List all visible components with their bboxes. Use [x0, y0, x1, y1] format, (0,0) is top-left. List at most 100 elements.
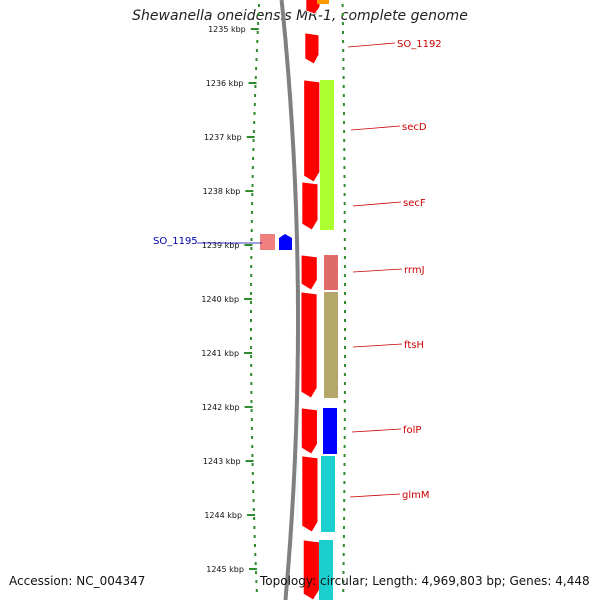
gene-label[interactable]: SO_1192 [397, 39, 442, 50]
gene-bar[interactable] [323, 408, 337, 454]
tick-mark [250, 28, 259, 30]
gene-label[interactable]: ftsH [404, 340, 424, 351]
tick-ruler-dot [250, 400, 253, 403]
gene-bar[interactable] [324, 292, 338, 398]
gene-arrow[interactable] [304, 32, 320, 65]
tick-ruler-dot [344, 283, 346, 286]
tick-ruler-dot [343, 220, 346, 223]
tick-label: 1240 kbp [201, 295, 239, 304]
tick-ruler-dot [343, 202, 346, 205]
map-title: Shewanella oneidensis MR-1, complete gen… [132, 8, 468, 24]
gene-arrow[interactable] [301, 181, 319, 231]
tick-ruler-dot [255, 571, 257, 574]
gene-label[interactable]: secD [402, 122, 427, 133]
tick-ruler-dot [252, 508, 255, 511]
tick-ruler-dot [342, 94, 345, 97]
tick-ruler-dot [342, 31, 344, 34]
tick-ruler-dot [343, 238, 346, 241]
tick-label: 1238 kbp [203, 187, 241, 196]
tick-ruler-dot [343, 229, 346, 232]
tick-ruler-dot [250, 427, 253, 430]
leader-line [352, 343, 403, 348]
tick-ruler-dot [250, 292, 253, 295]
tick-ruler-dot [343, 175, 346, 178]
gene-arrow[interactable] [302, 539, 320, 600]
tick-label: 1242 kbp [202, 403, 240, 412]
tick-ruler-dot [257, 13, 260, 16]
tick-ruler-dot [344, 364, 346, 367]
tick-ruler-dot [343, 211, 346, 214]
tick-mark [247, 514, 256, 516]
tick-ruler-dot [343, 265, 346, 268]
tick-ruler-dot [344, 355, 346, 358]
tick-ruler-dot [343, 463, 346, 466]
tick-label: 1241 kbp [201, 349, 239, 358]
tick-ruler-dot [343, 373, 346, 376]
tick-ruler-dot [343, 499, 346, 502]
tick-ruler-dot [254, 85, 257, 88]
gene-bar[interactable] [320, 80, 334, 230]
tick-ruler-dot [253, 103, 256, 106]
tick-ruler-dot [343, 481, 346, 484]
tick-mark [248, 568, 257, 570]
tick-ruler-dot [343, 112, 345, 115]
tick-ruler-dot [252, 157, 255, 160]
tick-label: 1244 kbp [204, 511, 242, 520]
gene-bar[interactable] [324, 255, 338, 290]
tick-mark [244, 352, 253, 354]
tick-ruler-dot [250, 238, 253, 241]
gene-label[interactable]: rrmJ [404, 265, 425, 276]
gene-arrow[interactable] [305, 0, 321, 15]
tick-ruler-dot [250, 310, 252, 313]
gene-arrow[interactable] [303, 79, 321, 183]
tick-ruler-dot [343, 517, 346, 520]
gene-arrow[interactable] [300, 407, 318, 455]
tick-label: 1239 kbp [202, 241, 240, 250]
leader-line [350, 125, 401, 131]
leader-line [347, 42, 396, 48]
gene-label[interactable]: secF [403, 198, 426, 209]
tick-ruler-dot [343, 454, 346, 457]
tick-ruler-dot [251, 202, 254, 205]
tick-ruler-dot [343, 166, 346, 169]
gene-bar[interactable] [260, 234, 275, 250]
tick-ruler-dot [251, 436, 254, 439]
tick-ruler-dot [250, 418, 253, 421]
gene-arrow[interactable] [300, 291, 318, 399]
gene-arrow[interactable] [279, 234, 292, 250]
tick-ruler-dot [342, 40, 345, 43]
tick-ruler-dot [342, 76, 345, 79]
gene-bar[interactable] [319, 540, 333, 600]
tick-ruler-dot [251, 184, 254, 187]
tick-ruler-dot [255, 67, 258, 70]
gene-arrow[interactable] [301, 455, 319, 533]
tick-ruler-dot [252, 130, 255, 133]
leader-line [352, 268, 403, 273]
tick-ruler-dot [343, 247, 346, 250]
tick-ruler-dot [342, 58, 345, 61]
tick-ruler-dot [255, 589, 258, 592]
tick-ruler-dot [253, 517, 256, 520]
tick-ruler-dot [343, 121, 345, 124]
gene-label[interactable]: glmM [402, 490, 430, 501]
gene-arrow[interactable] [300, 254, 318, 291]
tick-ruler-dot [341, 4, 344, 7]
gene-bar[interactable] [317, 0, 329, 4]
leader-line [352, 201, 402, 207]
tick-ruler-dot [342, 535, 345, 538]
tick-ruler-dot [343, 391, 346, 394]
tick-ruler-dot [343, 409, 346, 412]
tick-mark [245, 190, 254, 192]
gene-bar[interactable] [321, 456, 335, 532]
tick-ruler-dot [343, 130, 346, 133]
tick-ruler-dot [343, 445, 346, 448]
gene-label[interactable]: folP [403, 425, 421, 436]
tick-mark [246, 136, 255, 138]
gene-label[interactable]: SO_1195 [153, 236, 198, 247]
tick-ruler-dot [342, 571, 345, 574]
accession-text: Accession: NC_004347 [9, 574, 146, 588]
tick-ruler-dot [253, 526, 256, 529]
tick-mark [244, 298, 253, 300]
tick-ruler-dot [250, 319, 252, 322]
